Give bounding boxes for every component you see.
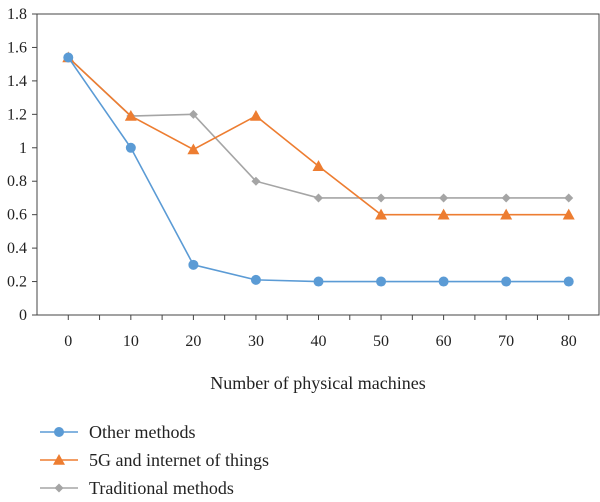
data-point xyxy=(375,208,388,220)
data-point xyxy=(501,193,511,203)
legend-item: 5G and internet of things xyxy=(40,450,269,470)
x-axis: 0 10 20 30 40 50 60 70 80 xyxy=(64,315,577,350)
x-tick-label: 60 xyxy=(436,333,452,350)
legend: Other methods 5G and internet of things Tr… xyxy=(40,422,269,498)
data-point xyxy=(188,109,198,119)
data-point xyxy=(500,208,513,220)
legend-label: Traditional methods xyxy=(89,478,234,498)
data-point xyxy=(562,208,575,220)
data-point xyxy=(314,193,323,203)
series-line xyxy=(67,56,569,216)
x-tick-label: 20 xyxy=(185,333,201,350)
legend-marker xyxy=(54,483,64,493)
data-point xyxy=(313,276,324,287)
legend-marker xyxy=(53,454,65,465)
series-diamond xyxy=(63,52,574,203)
y-tick-label: 1.8 xyxy=(7,6,27,23)
series-layer xyxy=(62,51,575,287)
legend-item: Traditional methods xyxy=(40,478,234,498)
legend-label: 5G and internet of things xyxy=(89,450,269,470)
legend-marker xyxy=(54,427,64,437)
legend-label: Other methods xyxy=(89,422,195,442)
y-tick-label: 1.2 xyxy=(7,106,27,123)
x-tick-label: 80 xyxy=(561,333,577,350)
x-axis-title: Number of physical machines xyxy=(210,373,425,393)
data-point xyxy=(437,208,450,220)
data-point xyxy=(376,193,386,203)
x-tick-label: 40 xyxy=(311,333,327,350)
data-point xyxy=(250,274,261,285)
data-point xyxy=(501,276,512,287)
y-tick-label: 0 xyxy=(19,307,27,324)
y-tick-label: 0.4 xyxy=(7,240,27,257)
y-tick-label: 0.8 xyxy=(7,173,27,190)
data-point xyxy=(187,143,200,155)
x-tick-label: 30 xyxy=(248,333,264,350)
x-tick-label: 0 xyxy=(64,333,72,350)
data-point xyxy=(376,276,387,287)
data-point xyxy=(563,276,574,287)
series-circle xyxy=(63,52,574,287)
legend-item: Other methods xyxy=(40,422,195,442)
data-point xyxy=(439,193,449,203)
data-point xyxy=(124,110,137,121)
data-point xyxy=(249,110,262,121)
data-point xyxy=(438,276,449,287)
x-tick-label: 50 xyxy=(373,333,389,350)
data-point xyxy=(125,142,136,153)
data-point xyxy=(312,160,325,171)
data-point xyxy=(251,176,261,186)
y-tick-label: 0.6 xyxy=(7,207,27,224)
x-tick-label: 10 xyxy=(123,333,139,350)
y-tick-label: 1 xyxy=(19,140,27,157)
y-tick-label: 0.2 xyxy=(7,274,27,291)
x-tick-label: 70 xyxy=(498,333,514,350)
data-point xyxy=(188,259,199,270)
data-point xyxy=(63,52,74,63)
y-tick-label: 1.6 xyxy=(7,39,27,56)
data-point xyxy=(564,193,574,203)
y-tick-label: 1.4 xyxy=(7,73,27,90)
series-line xyxy=(67,56,569,199)
y-axis: 0 0.2 0.4 0.6 0.8 1 1.2 1.4 1.6 1.8 xyxy=(7,6,37,324)
